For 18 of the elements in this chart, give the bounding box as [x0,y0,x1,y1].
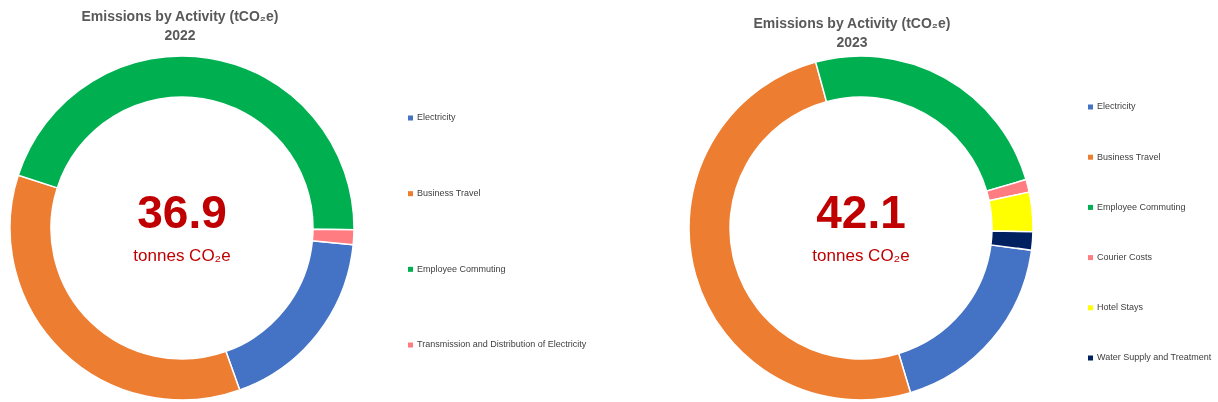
text: tonnes CO₂e [812,246,910,266]
legend-label: Water Supply and Treatment [1097,352,1212,363]
legend-label: Transmission and Distribution of Electricity [417,339,587,350]
chart-subtitle: 2023 [836,33,868,50]
legend-label: Business Travel [1097,151,1161,162]
legend-label: Employee Commuting [1097,201,1186,212]
legend-label: Employee Commuting [417,263,506,274]
legend-label: Hotel Stays [1097,302,1144,313]
chart-title: Emissions by Activity (tCO₂e) [753,14,951,31]
legend-label: Electricity [417,112,456,123]
legend-label: Electricity [1097,101,1136,112]
legend-label: Business Travel [417,188,481,199]
text: 42.1 [816,186,906,239]
text: 36.9 [137,186,227,239]
chart-title: Emissions by Activity (tCO₂e) [81,7,279,24]
chart-subtitle: 2022 [164,26,196,43]
legend-label: Courier Costs [1097,251,1153,262]
text: tonnes CO₂e [133,246,231,266]
